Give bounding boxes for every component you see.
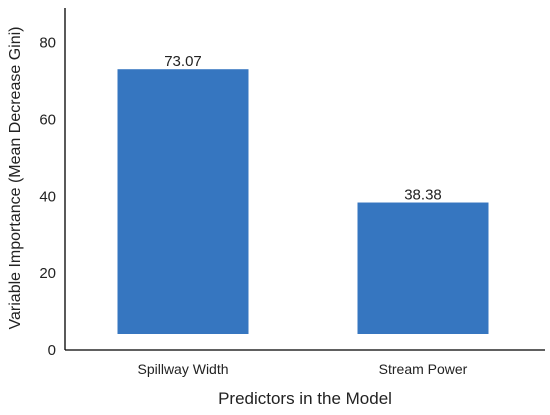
bar-spillway-width [117, 69, 249, 334]
bar-value-label: 73.07 [164, 53, 202, 70]
bar-stream-power [357, 202, 489, 334]
y-tick-labels: 0 20 40 60 80 [39, 35, 56, 359]
y-tick-label: 40 [39, 188, 56, 205]
y-tick-label: 60 [39, 111, 56, 128]
y-axis-title: Variable Importance (Mean Decrease Gini) [7, 27, 24, 330]
x-tick-label: Stream Power [379, 361, 468, 377]
x-tick-label: Spillway Width [137, 361, 228, 377]
axes-layer [64, 8, 545, 351]
x-tick-labels: Spillway Width Stream Power [137, 361, 467, 377]
x-axis-title: Predictors in the Model [218, 389, 392, 408]
y-tick-label: 20 [39, 265, 56, 282]
y-tick-label: 0 [48, 342, 56, 359]
y-tick-label: 80 [39, 35, 56, 52]
bar-value-label: 38.38 [404, 187, 442, 204]
value-labels-layer: 73.07 38.38 [164, 53, 442, 203]
bars-layer [117, 69, 489, 334]
